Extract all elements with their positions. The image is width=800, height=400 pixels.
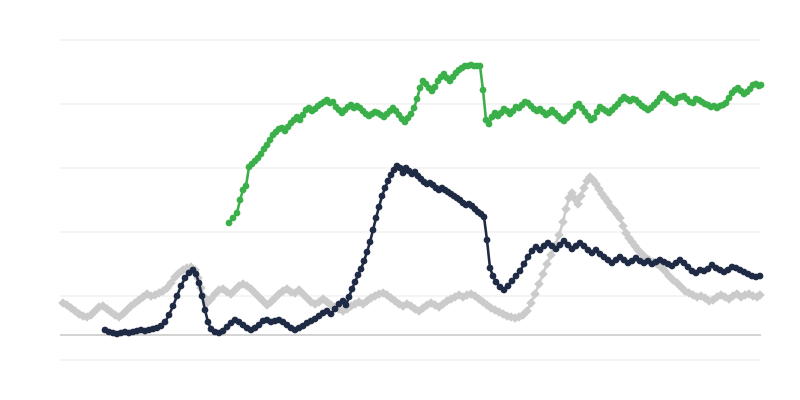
data-point-marker — [201, 306, 209, 314]
data-point-marker — [725, 94, 733, 102]
data-point-marker — [542, 259, 552, 269]
data-point-marker — [569, 108, 577, 116]
data-point-marker — [192, 270, 200, 278]
data-point-marker — [263, 141, 271, 149]
gray-series — [58, 172, 765, 323]
data-point-marker — [266, 136, 274, 144]
data-point-marker — [169, 302, 177, 310]
data-point-marker — [387, 171, 395, 179]
data-point-marker — [530, 289, 540, 299]
data-point-marker — [345, 293, 353, 301]
data-point-marker — [489, 272, 497, 280]
data-point-marker — [538, 269, 548, 279]
data-point-marker — [372, 214, 380, 222]
green-series-markers — [225, 61, 765, 227]
data-point-marker — [534, 279, 544, 289]
data-point-marker — [522, 306, 532, 316]
data-point-marker — [480, 213, 488, 221]
data-point-marker — [378, 192, 386, 200]
data-point-marker — [236, 196, 244, 204]
data-point-marker — [579, 183, 589, 193]
data-point-marker — [229, 214, 237, 222]
data-point-marker — [618, 221, 628, 231]
data-point-marker — [524, 253, 532, 261]
data-point-marker — [381, 184, 389, 192]
data-point-marker — [195, 279, 203, 287]
data-point-marker — [369, 226, 377, 234]
data-point-marker — [177, 282, 185, 290]
data-point-marker — [512, 272, 520, 280]
data-point-marker — [756, 272, 764, 280]
data-point-marker — [363, 248, 371, 256]
gridlines — [60, 39, 761, 361]
data-point-marker — [407, 110, 415, 118]
data-point-marker — [198, 292, 206, 300]
data-point-marker — [348, 285, 356, 293]
data-point-marker — [331, 305, 339, 313]
data-point-marker — [354, 271, 362, 279]
data-point-marker — [233, 209, 241, 217]
gray-series-markers — [58, 172, 765, 323]
data-point-marker — [546, 250, 556, 260]
data-point-marker — [554, 230, 564, 240]
data-point-marker — [396, 164, 404, 172]
data-point-marker — [384, 177, 392, 185]
data-point-marker — [526, 298, 536, 308]
data-point-marker — [476, 62, 484, 70]
data-point-marker — [166, 278, 176, 288]
green-series-line — [227, 63, 763, 225]
navy-series-markers — [101, 162, 764, 338]
data-point-marker — [671, 99, 679, 107]
data-point-marker — [413, 95, 421, 103]
data-point-marker — [161, 318, 169, 326]
data-point-marker — [757, 81, 765, 89]
data-point-marker — [342, 301, 350, 309]
data-point-marker — [360, 257, 368, 265]
data-point-marker — [615, 213, 625, 223]
data-point-marker — [576, 191, 586, 201]
data-point-marker — [299, 111, 307, 119]
data-point-marker — [485, 120, 493, 128]
data-point-marker — [357, 265, 365, 273]
data-point-marker — [558, 217, 568, 227]
data-point-marker — [520, 260, 528, 268]
data-point-marker — [173, 292, 181, 300]
data-point-marker — [327, 310, 335, 318]
data-point-marker — [366, 238, 374, 246]
data-point-marker — [204, 318, 212, 326]
green-series — [225, 61, 765, 227]
data-point-marker — [590, 114, 598, 122]
data-point-marker — [225, 219, 233, 227]
data-point-marker — [329, 98, 337, 106]
data-point-marker — [573, 199, 583, 209]
data-point-marker — [351, 278, 359, 286]
data-point-marker — [399, 169, 407, 177]
data-point-marker — [416, 84, 424, 92]
data-point-marker — [257, 150, 265, 158]
data-point-marker — [492, 278, 500, 286]
navy-series — [101, 162, 764, 338]
data-point-marker — [504, 282, 512, 290]
data-point-marker — [516, 267, 524, 275]
gray-series-line — [61, 175, 762, 320]
data-point-marker — [486, 264, 494, 272]
data-point-marker — [593, 108, 601, 116]
data-point-marker — [755, 290, 765, 300]
data-point-marker — [242, 182, 250, 190]
data-point-marker — [722, 99, 730, 107]
data-point-marker — [479, 86, 487, 94]
data-point-marker — [431, 83, 439, 91]
data-point-marker — [165, 311, 173, 319]
data-point-marker — [296, 116, 304, 124]
data-point-marker — [483, 236, 491, 244]
data-point-marker — [508, 277, 516, 285]
data-point-marker — [375, 203, 383, 211]
data-point-marker — [410, 104, 418, 112]
data-point-marker — [181, 274, 189, 282]
data-point-marker — [561, 204, 571, 214]
